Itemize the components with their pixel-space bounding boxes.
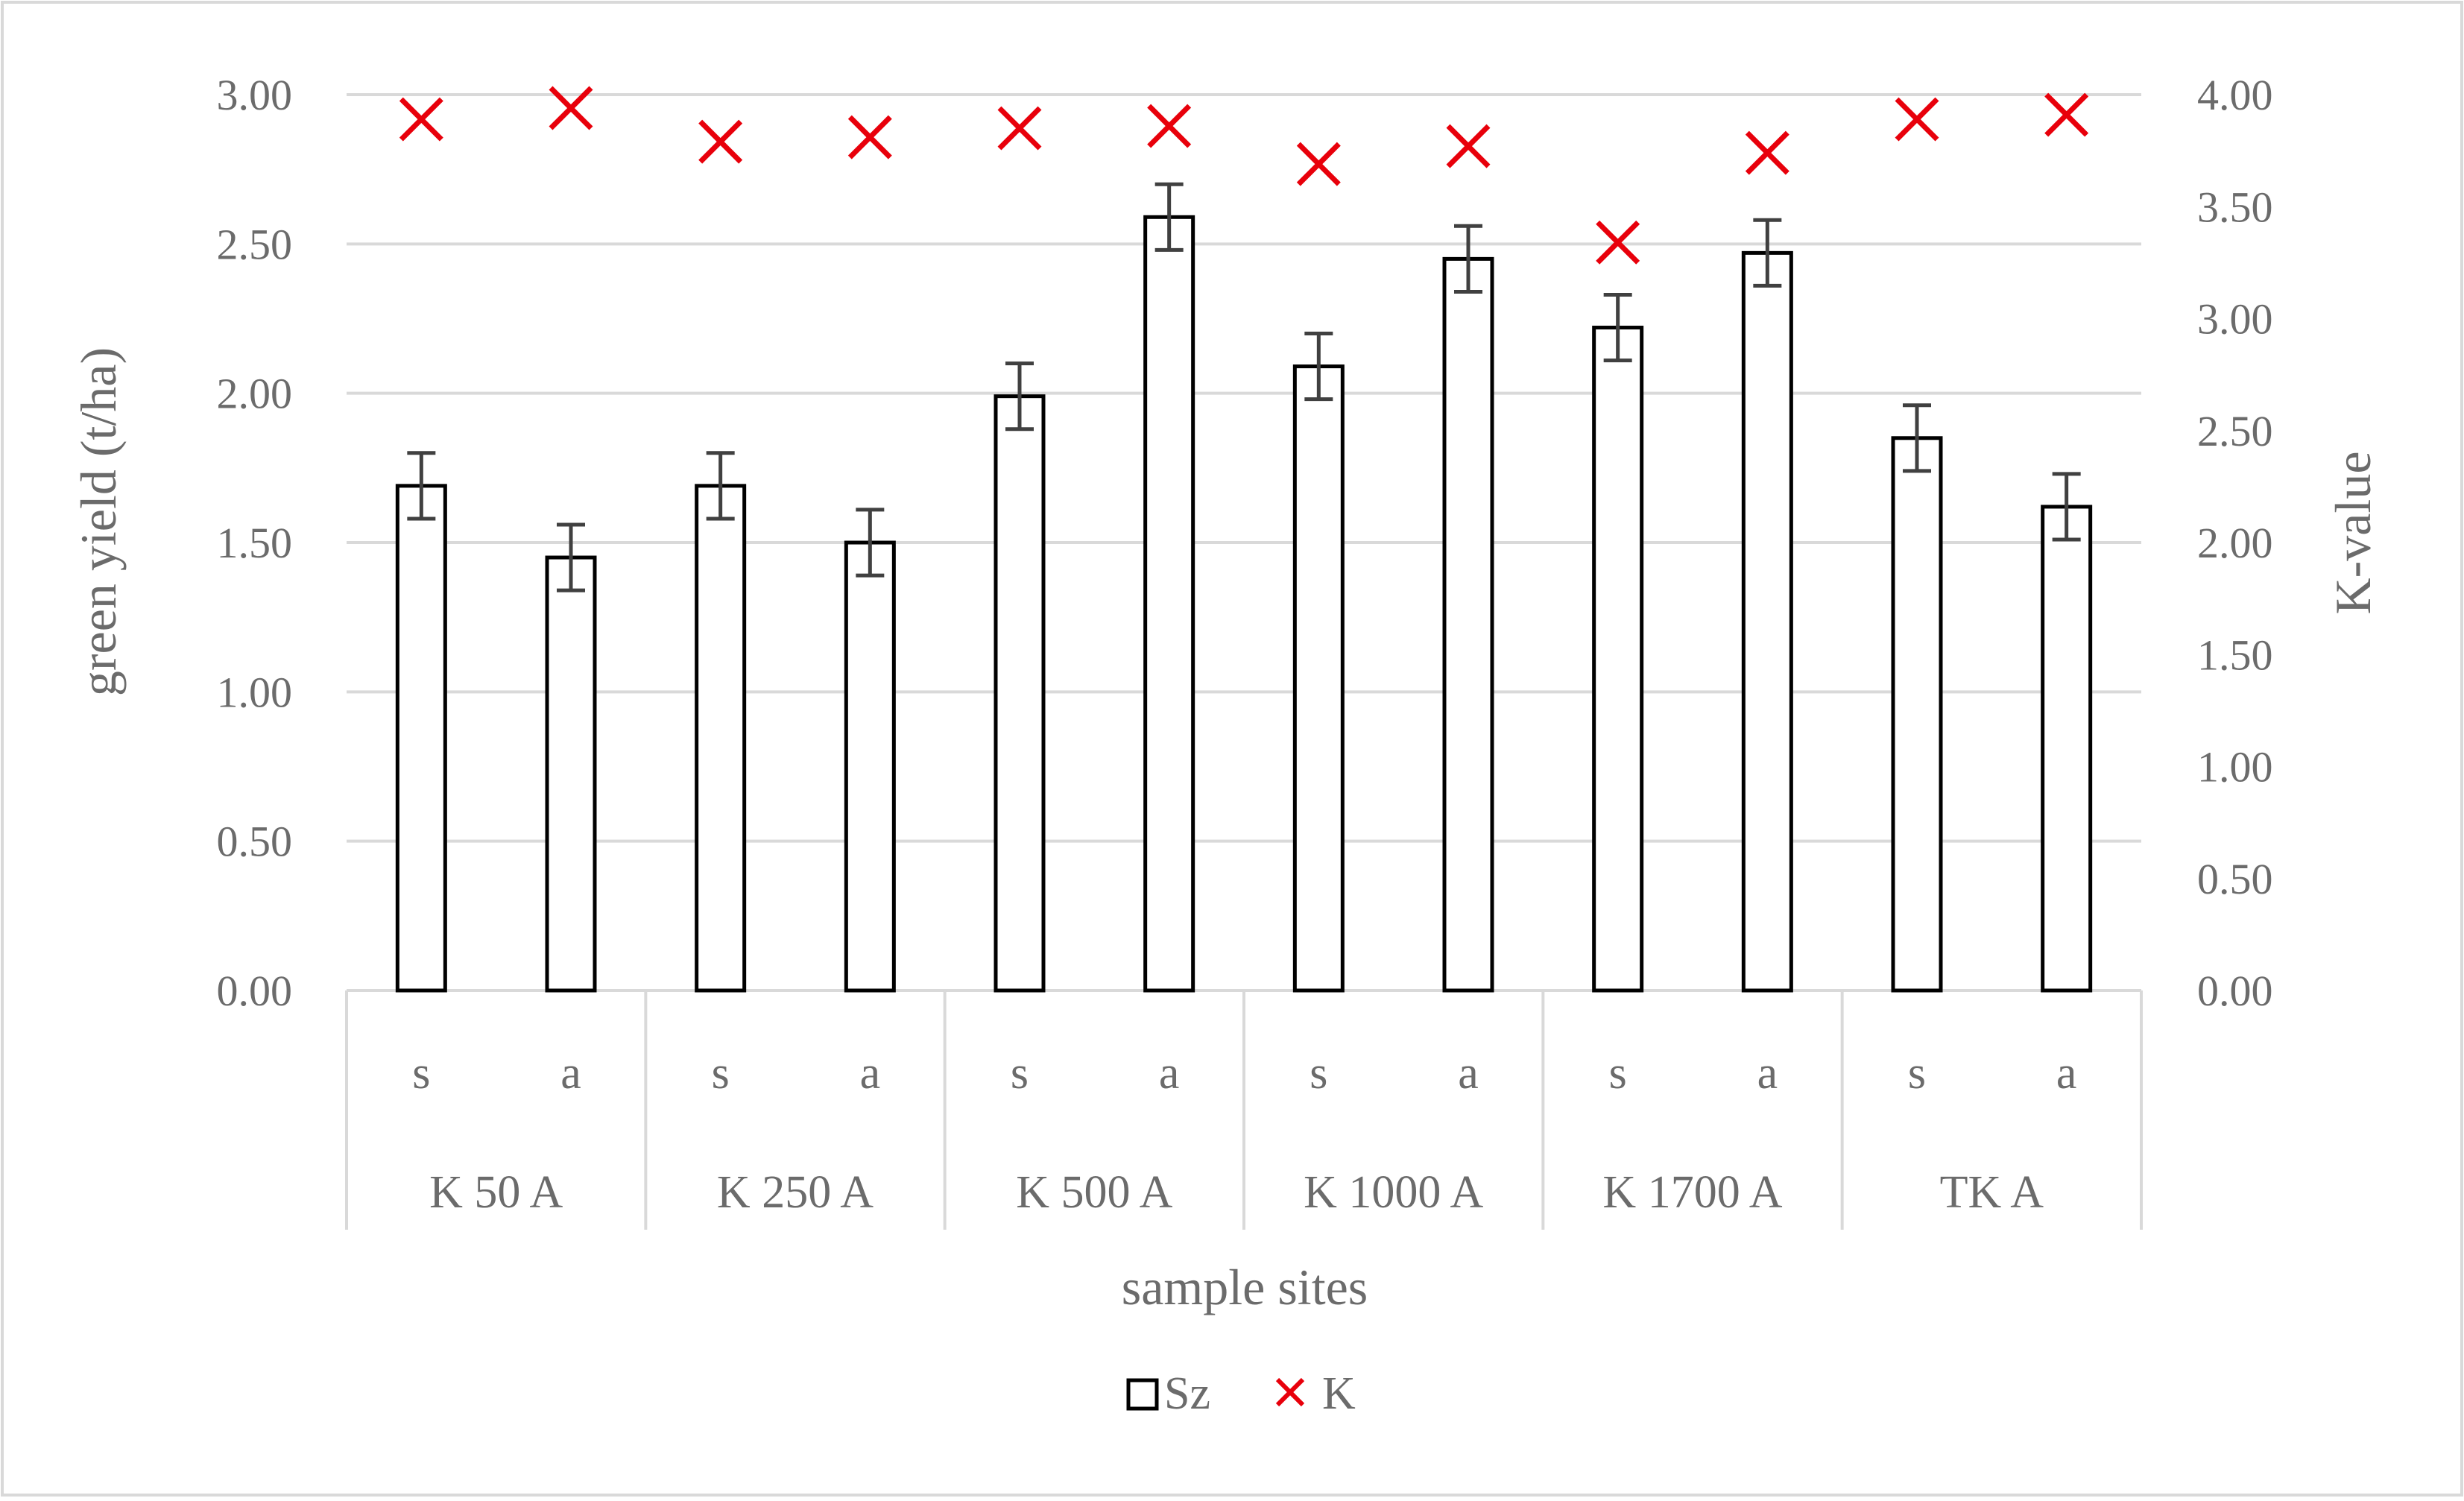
y2-tick-label: 2.00 — [2197, 519, 2273, 567]
k-marker-stroke — [2044, 92, 2089, 137]
group-label: K 1700 A — [1602, 1167, 1782, 1218]
y2-tick-label: 3.00 — [2197, 295, 2273, 344]
subcategory-label: s — [1609, 1048, 1627, 1099]
legend-sz-label: Sz — [1164, 1368, 1210, 1419]
subcategory-label: a — [1159, 1048, 1180, 1099]
subcategory-label: a — [1757, 1048, 1778, 1099]
subcategory-label: a — [860, 1048, 881, 1099]
subcategory-label: s — [1310, 1048, 1327, 1099]
k-marker-stroke — [1596, 220, 1640, 265]
axis-layer: 0.00 0.50 1.00 1.50 2.00 2.50 3.00 0.00 0.50 1.00… — [217, 71, 2273, 1230]
k-marker — [549, 86, 593, 130]
group-label: TK A — [1940, 1167, 2044, 1218]
grid-layer — [347, 93, 2141, 843]
group-label: K 500 A — [1016, 1167, 1172, 1218]
y-tick-label: 0.00 — [217, 967, 293, 1015]
k-marker-stroke — [399, 97, 443, 142]
y-tick-label: 1.50 — [217, 519, 293, 567]
marker-layer — [399, 86, 2089, 265]
legend-k-marker — [1275, 1377, 1305, 1407]
k-marker — [1745, 130, 1789, 175]
bar — [994, 394, 1046, 993]
subcategory-label: a — [2056, 1048, 2077, 1099]
y2-tick-label: 0.50 — [2197, 855, 2273, 903]
k-marker — [1147, 104, 1192, 148]
bar — [1592, 326, 1644, 993]
group-label: K 1000 A — [1304, 1167, 1483, 1218]
y-tick-label: 3.00 — [217, 71, 293, 119]
y2-tick-label: 1.00 — [2197, 743, 2273, 791]
y-tick-label: 0.50 — [217, 818, 293, 866]
k-marker — [847, 115, 892, 159]
group-label: K 50 A — [429, 1167, 563, 1218]
k-marker — [1446, 124, 1491, 168]
bar — [695, 484, 747, 993]
y2-tick-label: 2.50 — [2197, 407, 2273, 455]
bar — [2041, 505, 2093, 993]
k-marker-stroke — [1296, 142, 1341, 186]
bar — [1891, 436, 1943, 993]
legend: Sz K — [1126, 1368, 1356, 1419]
y-tick-label: 2.00 — [217, 370, 293, 418]
y2-tick-label: 4.00 — [2197, 71, 2273, 119]
bar — [1143, 215, 1195, 993]
k-marker — [997, 106, 1042, 151]
bar — [1741, 250, 1793, 993]
k-marker-stroke — [997, 106, 1042, 151]
y2-tick-label: 1.50 — [2197, 631, 2273, 679]
k-marker-stroke — [1147, 104, 1192, 148]
subcategory-label: a — [1458, 1048, 1479, 1099]
k-marker-stroke — [1895, 97, 1939, 142]
subcategory-label: s — [412, 1048, 430, 1099]
k-marker-stroke — [549, 86, 593, 130]
y-tick-label: 2.50 — [217, 220, 293, 268]
subcategory-label: s — [712, 1048, 730, 1099]
legend-k-label: K — [1322, 1368, 1356, 1419]
subcategory-label: s — [1908, 1048, 1926, 1099]
x-axis-title: sample sites — [1122, 1259, 1368, 1315]
k-marker-stroke — [847, 115, 892, 159]
bar-layer — [395, 182, 2093, 993]
k-marker — [1895, 97, 1939, 142]
y-tick-label: 1.00 — [217, 668, 293, 716]
bar — [844, 540, 896, 993]
y2-tick-label: 3.50 — [2197, 183, 2273, 231]
k-marker — [1596, 220, 1640, 265]
y-axis-title: green yield (t/ha) — [70, 347, 127, 696]
subcategory-label: a — [560, 1048, 581, 1099]
k-marker — [1296, 142, 1341, 186]
bar — [1292, 364, 1345, 993]
bar — [545, 555, 597, 993]
k-marker-stroke — [1446, 124, 1491, 168]
k-marker-stroke — [698, 119, 743, 164]
k-marker — [698, 119, 743, 164]
group-label: K 250 A — [717, 1167, 874, 1218]
bar — [1442, 256, 1494, 993]
bar — [395, 484, 447, 993]
k-marker — [2044, 92, 2089, 137]
subcategory-label: s — [1011, 1048, 1029, 1099]
y2-tick-label: 0.00 — [2197, 967, 2273, 1015]
k-marker — [399, 97, 443, 142]
k-marker-stroke — [1745, 130, 1789, 175]
y2-axis-title: K-value — [2325, 451, 2381, 614]
legend-sz-swatch — [1126, 1378, 1159, 1411]
